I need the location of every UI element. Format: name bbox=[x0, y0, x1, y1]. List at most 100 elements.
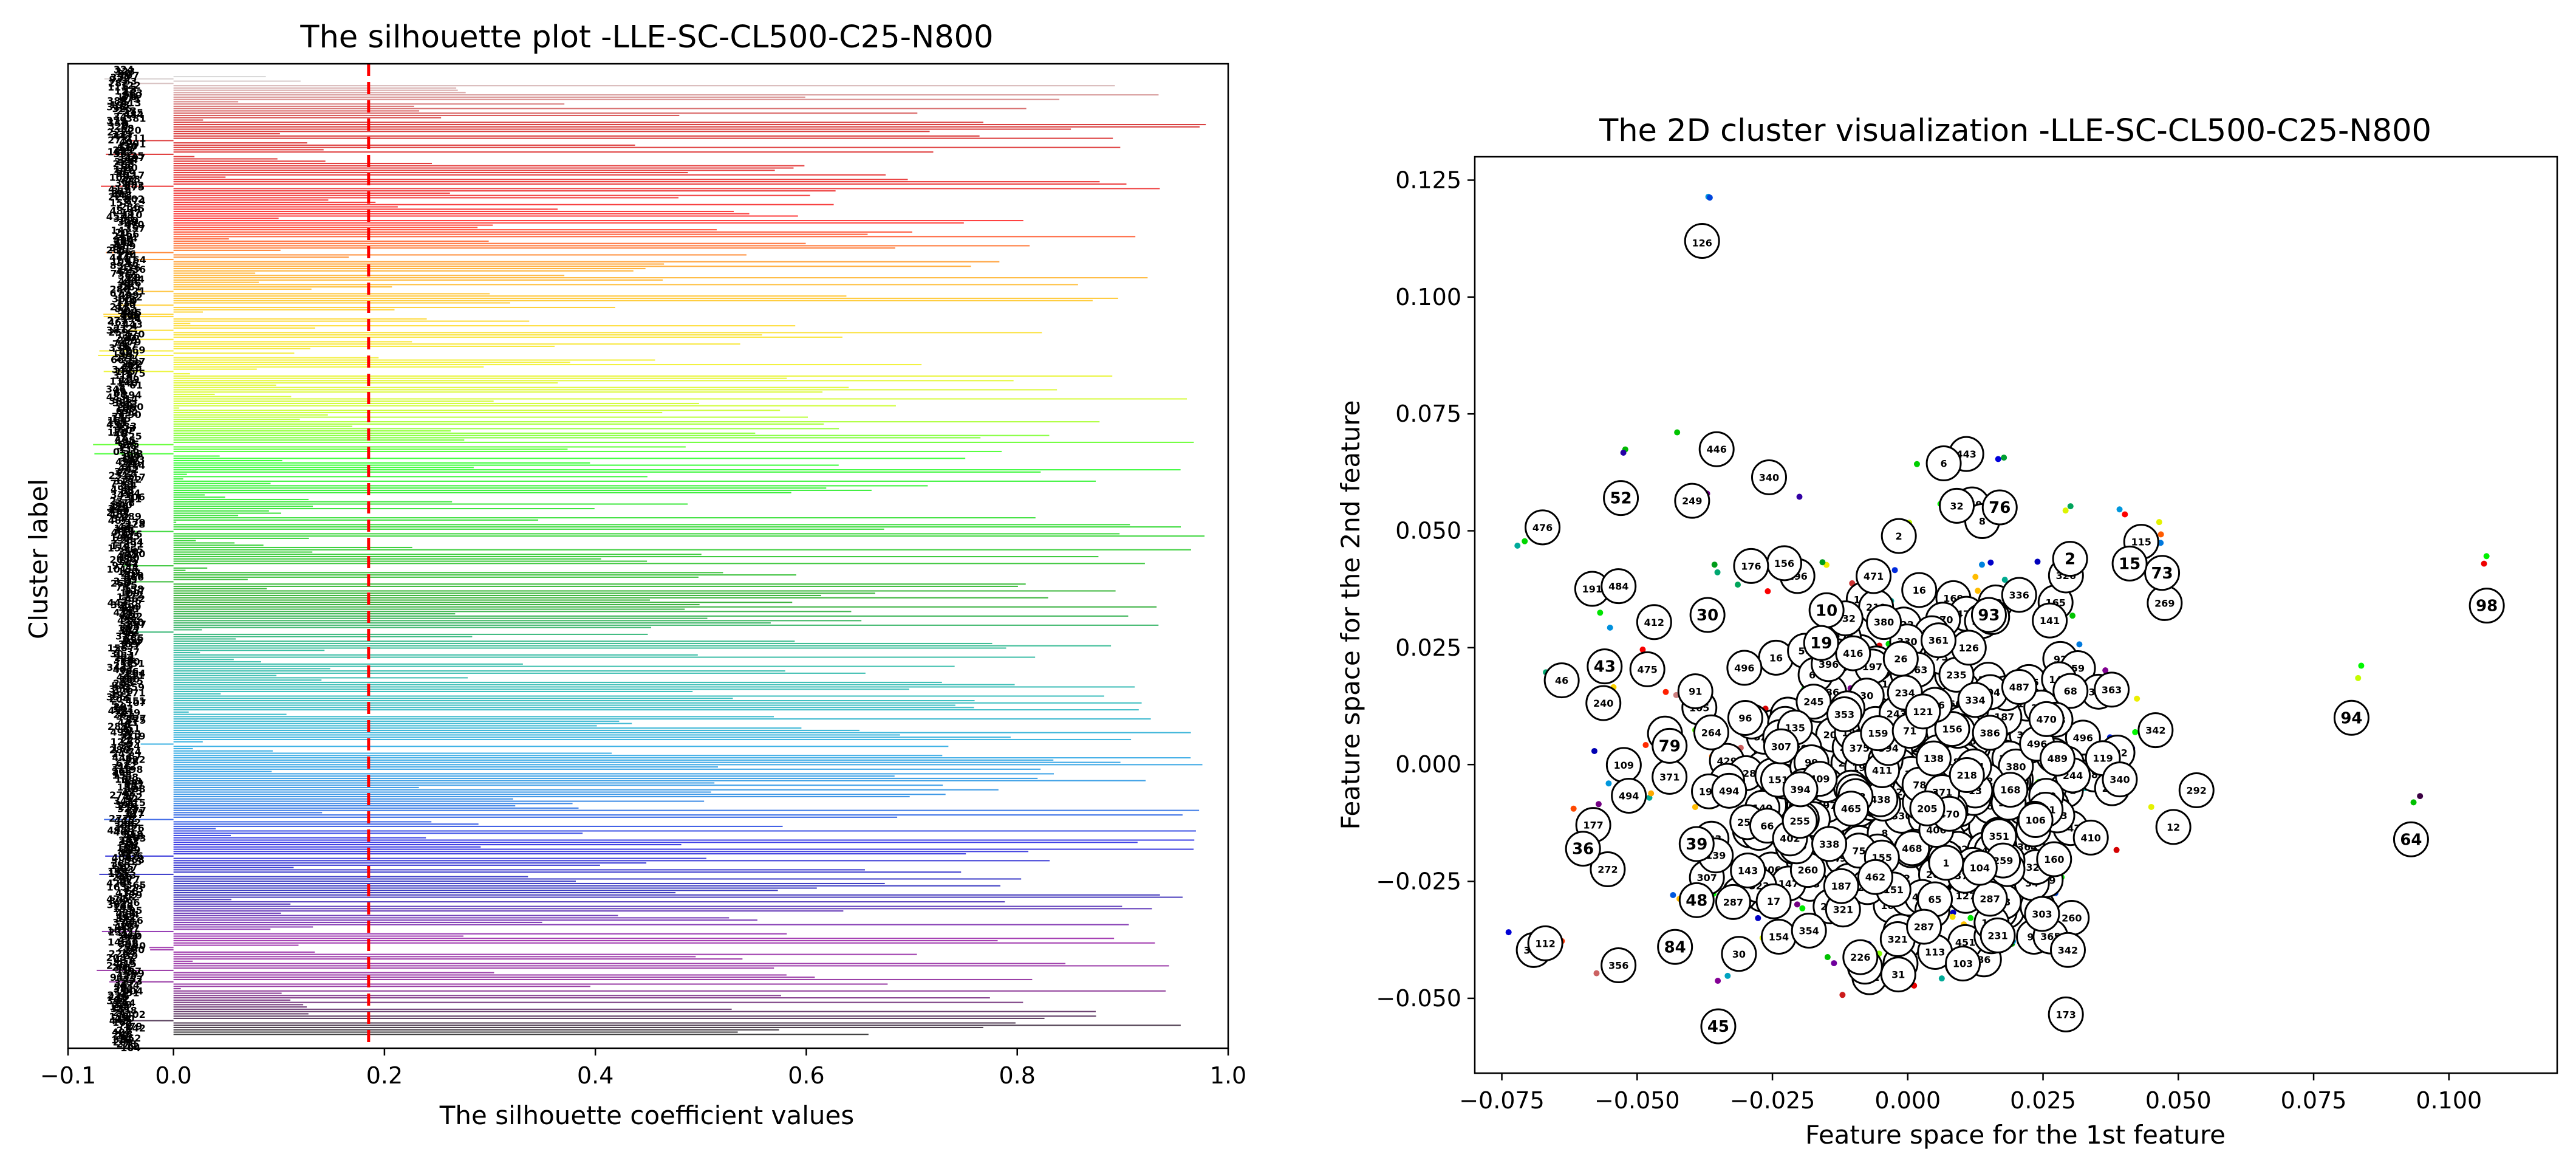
silhouette-bar bbox=[173, 842, 1138, 843]
scatter-point bbox=[2358, 662, 2365, 669]
silhouette-bar bbox=[173, 359, 655, 361]
cluster-center-label: 336 bbox=[2009, 589, 2029, 601]
silhouette-bar bbox=[173, 750, 273, 752]
cluster-label-text: 335 bbox=[111, 128, 131, 140]
silhouette-bar bbox=[173, 249, 281, 251]
cluster-label-text: 344 bbox=[112, 364, 132, 376]
cluster-label-text: 150 bbox=[110, 860, 130, 871]
cluster-label-text: 334 bbox=[123, 537, 143, 548]
cluster-label-text: 222 bbox=[107, 126, 127, 138]
silhouette-bar bbox=[132, 83, 174, 84]
cluster-label-text: 122 bbox=[120, 80, 140, 91]
silhouette-bar bbox=[173, 327, 315, 329]
cluster-label-text: 125 bbox=[108, 868, 128, 879]
cluster-label-text: 43 bbox=[121, 481, 134, 493]
cluster-label-text: 87 bbox=[128, 750, 142, 761]
silhouette-bar bbox=[173, 688, 909, 690]
silhouette-bar bbox=[173, 309, 395, 311]
cluster-label-text: 366 bbox=[119, 228, 139, 240]
cluster-center-label: 79 bbox=[1659, 737, 1681, 755]
silhouette-bar bbox=[173, 535, 1205, 537]
silhouette-bar bbox=[173, 846, 481, 848]
cluster-label-text: 59 bbox=[124, 574, 137, 585]
silhouette-bar bbox=[173, 222, 964, 224]
cluster-label-text: 464 bbox=[117, 550, 137, 561]
cluster-label-text: 145 bbox=[125, 203, 145, 215]
cluster-label-text: 147 bbox=[121, 207, 141, 219]
cluster-label-text: 193 bbox=[109, 99, 129, 111]
silhouette-bar bbox=[173, 366, 484, 368]
silhouette-bar bbox=[173, 92, 466, 94]
cluster-label-text: 213 bbox=[117, 105, 137, 117]
silhouette-bar bbox=[173, 108, 1027, 109]
silhouette-bar bbox=[173, 410, 781, 411]
cluster-label-text: 285 bbox=[120, 360, 140, 371]
silhouette-bar bbox=[173, 638, 236, 640]
cluster-label-text: 165 bbox=[123, 544, 143, 555]
cluster-center-label: 465 bbox=[1841, 803, 1861, 815]
silhouette-bar bbox=[173, 830, 1196, 832]
cluster-label-text: 431 bbox=[115, 907, 135, 918]
silhouette-bar bbox=[173, 720, 620, 722]
silhouette-bar bbox=[173, 965, 1169, 967]
x-tick-label: 0.100 bbox=[2416, 1087, 2482, 1114]
silhouette-bar bbox=[173, 958, 743, 960]
cluster-label-text: 341 bbox=[111, 489, 131, 501]
cluster-label-text: 199 bbox=[109, 1011, 129, 1022]
scatter-point bbox=[1595, 801, 1602, 808]
silhouette-bar bbox=[173, 295, 847, 297]
silhouette-bar bbox=[173, 391, 823, 393]
cluster-label-text: 44 bbox=[125, 562, 138, 574]
silhouette-bar bbox=[173, 556, 1099, 558]
silhouette-bar bbox=[173, 732, 1191, 733]
silhouette-bar bbox=[173, 208, 558, 210]
silhouette-bar bbox=[173, 229, 717, 231]
silhouette-bar bbox=[173, 521, 177, 523]
silhouette-bar bbox=[173, 791, 711, 793]
cluster-label-text: 406 bbox=[120, 309, 140, 320]
silhouette-bar bbox=[173, 684, 1015, 685]
cluster-label-text: 130 bbox=[120, 673, 140, 685]
silhouette-bar bbox=[173, 256, 349, 258]
scatter-point bbox=[1824, 954, 1831, 961]
cluster-center-label: 64 bbox=[2400, 831, 2422, 849]
cluster-label-text: 327 bbox=[117, 803, 137, 814]
cluster-label-text: 225 bbox=[121, 430, 142, 442]
cluster-center-label: 12 bbox=[2167, 822, 2180, 833]
cluster-label-text: 219 bbox=[118, 801, 138, 812]
silhouette-bar bbox=[173, 357, 379, 359]
cluster-label-text: 286 bbox=[109, 283, 129, 295]
cluster-label-text: 211 bbox=[126, 132, 146, 144]
silhouette-bar bbox=[173, 194, 810, 196]
cluster-label-text: 224 bbox=[114, 156, 134, 168]
cluster-center-label: 187 bbox=[1831, 880, 1851, 892]
silhouette-bar bbox=[173, 156, 195, 157]
silhouette-bar bbox=[173, 592, 875, 594]
silhouette-bar bbox=[173, 389, 1057, 391]
silhouette-bar bbox=[173, 809, 1200, 811]
cluster-label-text: 38 bbox=[113, 166, 126, 177]
cluster-label-text: 290 bbox=[115, 332, 135, 344]
cluster-center-label: 340 bbox=[2110, 774, 2130, 786]
cluster-label-text: 74 bbox=[112, 411, 125, 422]
cluster-label-text: 135 bbox=[112, 770, 132, 781]
silhouette-bar bbox=[173, 663, 523, 665]
cluster-label-text: 213 bbox=[109, 301, 129, 312]
scatter-point bbox=[1706, 194, 1713, 201]
cluster-label-text: 60 bbox=[125, 840, 138, 852]
cluster-label-text: 109 bbox=[109, 171, 129, 183]
cluster-center-label: 475 bbox=[1637, 664, 1657, 675]
scatter-point bbox=[1967, 915, 1974, 921]
cluster-center-label: 260 bbox=[1798, 865, 1818, 876]
cluster-label-text: 97 bbox=[112, 560, 125, 571]
cluster-label-text: 416 bbox=[119, 609, 139, 620]
silhouette-bar bbox=[173, 380, 1014, 382]
cluster-label-text: 273 bbox=[108, 134, 128, 146]
silhouette-bar bbox=[173, 935, 463, 937]
cluster-label-text: 154 bbox=[108, 542, 128, 554]
cluster-label-text: 172 bbox=[123, 589, 143, 601]
silhouette-bar bbox=[173, 494, 205, 496]
cluster-label-text: 8 bbox=[129, 956, 135, 967]
cluster-label-text: 492 bbox=[111, 483, 131, 495]
cluster-label-text: 30 bbox=[110, 648, 123, 659]
